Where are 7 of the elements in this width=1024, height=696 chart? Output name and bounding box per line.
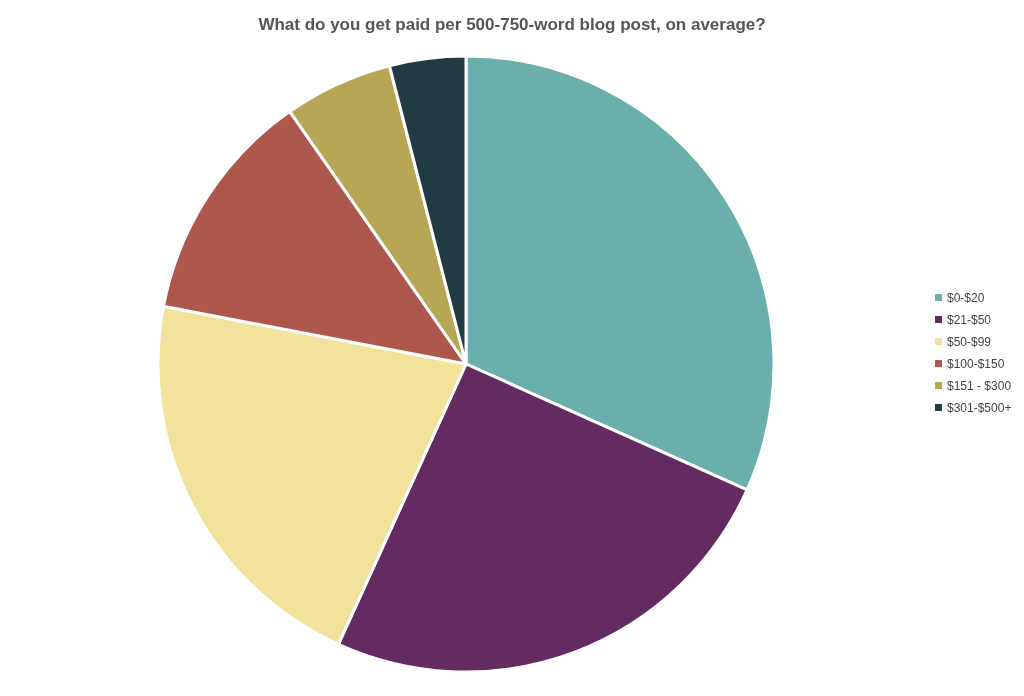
legend-label: $0-$20 bbox=[947, 291, 985, 305]
legend-label: $100-$150 bbox=[947, 357, 1005, 371]
legend-label: $50-$99 bbox=[947, 335, 992, 349]
legend-label: $21-$50 bbox=[947, 313, 992, 327]
legend-label: $151 - $300 bbox=[947, 379, 1012, 393]
chart-title: What do you get paid per 500-750-word blog post, on average? bbox=[258, 15, 766, 34]
legend-label: $301-$500+ bbox=[947, 401, 1012, 415]
